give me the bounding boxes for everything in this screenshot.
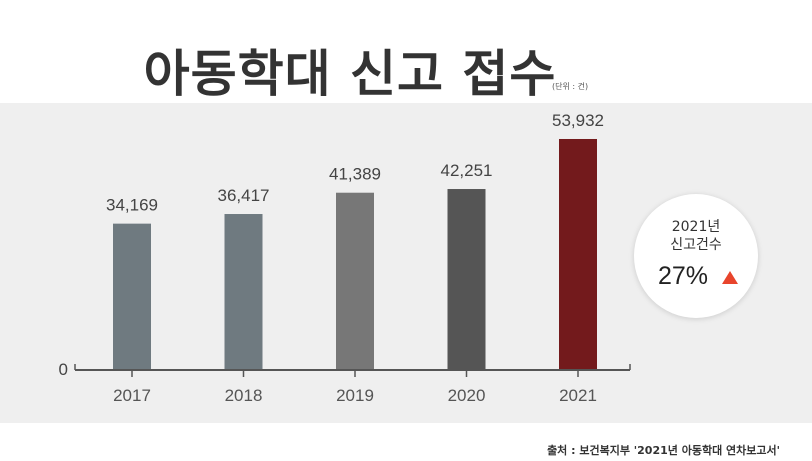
bar-2018 — [224, 214, 263, 370]
badge-label: 신고건수 — [670, 237, 722, 253]
source-note: 출처 : 보건복지부 '2021년 아동학대 연차보고서' — [547, 444, 780, 457]
bar-2021 — [559, 138, 597, 370]
x-tick-label-2021: 2021 — [559, 386, 597, 405]
page-title: 아동학대 신고 접수 — [143, 45, 557, 103]
x-tick-label-2018: 2018 — [225, 386, 263, 405]
badge-value: 27% — [658, 262, 709, 290]
value-label-2017: 34,169 — [106, 196, 158, 215]
up-arrow-icon — [722, 271, 738, 284]
bar-2019 — [336, 192, 374, 370]
value-label-2020: 42,251 — [441, 161, 493, 180]
value-label-2019: 41,389 — [329, 165, 381, 184]
x-tick-label-2020: 2020 — [448, 386, 486, 405]
unit-label: (단위 : 건) — [552, 82, 589, 91]
value-label-2021: 53,932 — [552, 111, 604, 130]
badge-year: 2021년 — [671, 219, 721, 235]
bar-2017 — [113, 223, 151, 370]
x-tick-label-2017: 2017 — [113, 386, 151, 405]
y-tick-label: 0 — [59, 360, 68, 379]
x-tick-label-2019: 2019 — [336, 386, 374, 405]
value-label-2018: 36,417 — [218, 186, 270, 205]
growth-badge: 2021년 신고건수 27% — [634, 194, 758, 318]
bar-2020 — [447, 189, 486, 370]
